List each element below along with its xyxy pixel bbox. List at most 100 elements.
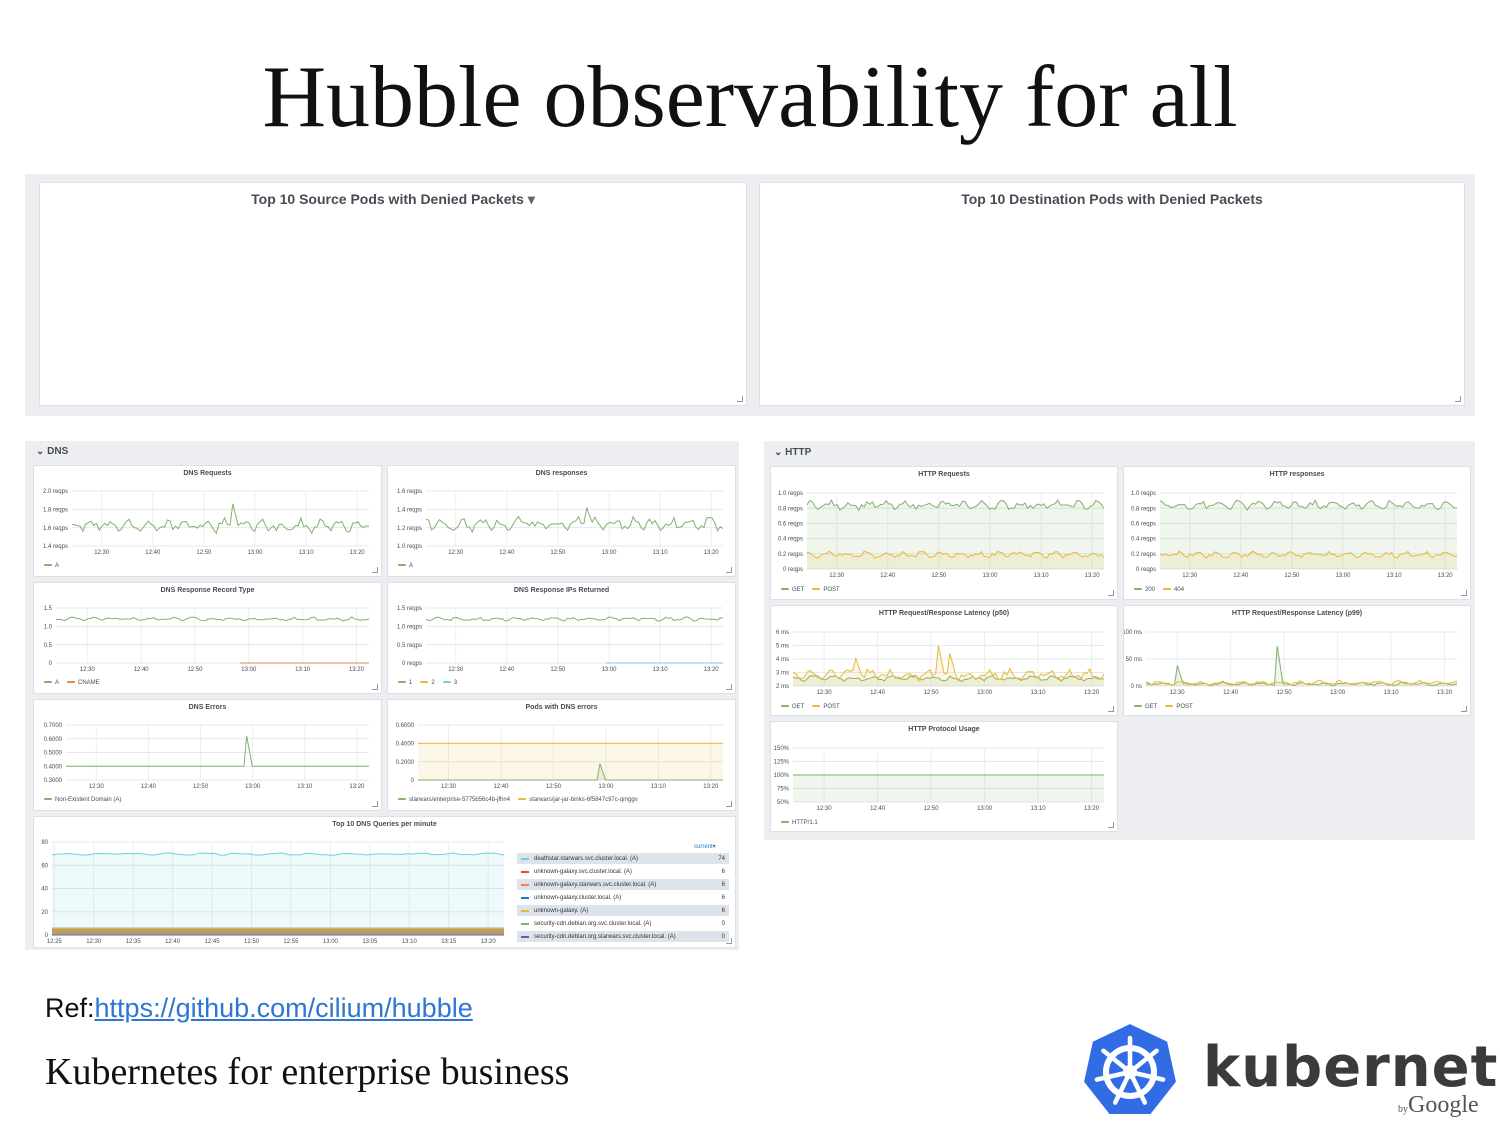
legend-label: POST bbox=[1176, 704, 1193, 710]
http-section-header[interactable]: ⌄ HTTP bbox=[774, 447, 812, 458]
legend-label: 2 bbox=[431, 680, 435, 686]
panel-dns-record-type: DNS Response Record Type 0 0.5 1.0 1.5 12:30 1… bbox=[33, 582, 382, 694]
resize-handle[interactable] bbox=[1455, 396, 1461, 402]
chart-title: DNS Response IPs Returned bbox=[513, 587, 610, 594]
legend-item[interactable]: starwars/enterprise-5775b56c4b-jfhn4 bbox=[398, 795, 510, 805]
chart-title[interactable]: Top 10 Source Pods with Denied Packets ▾ bbox=[251, 191, 535, 207]
kubernetes-helm-icon bbox=[1081, 1021, 1179, 1116]
x-tick-label: 13:20 bbox=[1438, 573, 1454, 579]
legend-row[interactable]: unknown-galaxy.svc.cluster.local. (A) 6 bbox=[517, 866, 729, 877]
legend-swatch bbox=[67, 681, 76, 684]
resize-handle[interactable] bbox=[1108, 706, 1114, 712]
y-tick-label: 1.5 bbox=[44, 606, 53, 612]
y-tick-label: 4 ms bbox=[776, 657, 789, 663]
legend-value: 0 bbox=[721, 933, 725, 940]
x-tick-label: 12:30 bbox=[1170, 690, 1186, 696]
resize-handle[interactable] bbox=[372, 567, 378, 573]
legend-item[interactable]: CNAME bbox=[67, 678, 100, 688]
resize-handle[interactable] bbox=[372, 801, 378, 807]
legend-item[interactable]: A bbox=[44, 678, 59, 688]
resize-handle[interactable] bbox=[1461, 590, 1467, 596]
legend-item[interactable]: GET bbox=[781, 702, 804, 712]
x-tick-label: 12:40 bbox=[1233, 573, 1249, 579]
y-tick-label: 6 ms bbox=[776, 630, 789, 636]
x-tick-label: 12:40 bbox=[145, 550, 161, 556]
legend-label: starwars/jar-jar-binks-6f5847c97c-qmggv bbox=[529, 797, 638, 803]
legend-item[interactable]: POST bbox=[812, 702, 840, 712]
resize-handle[interactable] bbox=[1461, 706, 1467, 712]
x-tick-label: 13:10 bbox=[299, 550, 315, 556]
resize-handle[interactable] bbox=[726, 567, 732, 573]
legend-row[interactable]: security-cdn.debian.org.starwars.svc.clu… bbox=[517, 931, 729, 942]
slide-title: Hubble observability for all bbox=[262, 49, 1238, 146]
resize-handle[interactable] bbox=[372, 684, 378, 690]
resize-handle[interactable] bbox=[726, 938, 732, 944]
chart-legend: GET POST bbox=[781, 702, 1099, 712]
x-tick-label: 12:50 bbox=[924, 690, 940, 696]
y-tick-label: 0 bbox=[49, 661, 53, 667]
legend-row[interactable]: security-cdn.debian.org.svc.cluster.loca… bbox=[517, 918, 729, 929]
legend-swatch bbox=[812, 588, 821, 591]
legend-item[interactable]: 200 bbox=[1134, 585, 1155, 595]
series-line bbox=[425, 616, 724, 622]
x-tick-label: 13:00 bbox=[241, 667, 257, 673]
reference-line: Ref:https://github.com/cilium/hubble bbox=[45, 993, 473, 1024]
x-tick-label: 12:35 bbox=[126, 939, 142, 945]
chevron-down-icon[interactable]: ▾ bbox=[523, 191, 535, 207]
legend-row[interactable]: unknown-galaxy. (A) 6 bbox=[517, 905, 729, 916]
resize-handle[interactable] bbox=[726, 684, 732, 690]
y-tick-label: 0 ns bbox=[1131, 684, 1142, 690]
y-tick-label: 40 bbox=[41, 887, 48, 893]
x-tick-label: 13:20 bbox=[704, 667, 720, 673]
resize-handle[interactable] bbox=[1108, 590, 1114, 596]
legend-item[interactable]: 3 bbox=[442, 678, 457, 688]
legend-swatch bbox=[521, 870, 529, 873]
legend-item[interactable]: GET bbox=[781, 585, 804, 595]
series-area bbox=[1146, 645, 1457, 686]
chart-legend: 1 2 3 bbox=[398, 678, 717, 688]
legend-item[interactable]: Non-Existent Domain (A) bbox=[44, 795, 121, 805]
hubble-link[interactable]: https://github.com/cilium/hubble bbox=[94, 993, 473, 1023]
legend-item[interactable]: 2 bbox=[420, 678, 435, 688]
resize-handle[interactable] bbox=[1108, 822, 1114, 828]
legend-item[interactable]: A bbox=[398, 561, 413, 571]
x-tick-label: 12:30 bbox=[448, 667, 464, 673]
legend-row[interactable]: unknown-galaxy.starwars.svc.cluster.loca… bbox=[517, 879, 729, 890]
resize-handle[interactable] bbox=[726, 801, 732, 807]
x-tick-label: 12:45 bbox=[205, 939, 221, 945]
legend-value: 6 bbox=[721, 881, 725, 888]
series-line bbox=[1145, 679, 1458, 686]
legend-row[interactable]: unknown-galaxy.cluster.local. (A) 6 bbox=[517, 892, 729, 903]
series-line bbox=[1145, 645, 1458, 687]
legend-item[interactable]: POST bbox=[1165, 702, 1193, 712]
y-tick-label: 1.0 bbox=[44, 624, 53, 630]
legend-item[interactable]: 1 bbox=[398, 678, 412, 688]
x-tick-label: 13:20 bbox=[350, 550, 366, 556]
http-section-label: HTTP bbox=[785, 447, 812, 458]
x-tick-label: 12:30 bbox=[817, 690, 833, 696]
y-tick-label: 1.4 reqps bbox=[43, 544, 68, 550]
y-tick-label: 1.6 reqps bbox=[397, 489, 422, 495]
legend-row[interactable]: deathstar.starwars.svc.cluster.local. (A… bbox=[517, 853, 729, 864]
x-tick-label: 13:00 bbox=[977, 806, 993, 812]
legend-header[interactable]: current▾ bbox=[694, 844, 716, 850]
chart-title: HTTP Requests bbox=[918, 471, 970, 478]
ref-prefix: Ref: bbox=[45, 993, 95, 1023]
legend-item[interactable]: HTTP/1.1 bbox=[781, 818, 818, 828]
legend-item[interactable]: 404 bbox=[1163, 585, 1184, 595]
legend-item[interactable]: GET bbox=[1134, 702, 1157, 712]
dns-section-header[interactable]: ⌄ DNS bbox=[36, 446, 69, 457]
legend-item[interactable]: starwars/jar-jar-binks-6f5847c97c-qmggv bbox=[518, 795, 638, 805]
chart-svg: 2 ms 3 ms 4 ms 5 ms 6 ms 12:30 12:40 12:50 13:00… bbox=[776, 630, 1105, 696]
x-tick-label: 13:00 bbox=[245, 784, 261, 790]
legend-item[interactable]: A bbox=[44, 561, 59, 571]
y-tick-label: 1.0 reqps bbox=[397, 624, 422, 630]
resize-handle[interactable] bbox=[737, 396, 743, 402]
chart-title: DNS responses bbox=[535, 470, 588, 477]
legend-item[interactable]: POST bbox=[812, 585, 840, 595]
chart-title: DNS Errors bbox=[188, 704, 227, 711]
x-tick-label: 12:30 bbox=[80, 667, 96, 673]
legend-label: security-cdn.debian.org.starwars.svc.clu… bbox=[534, 933, 676, 940]
x-tick-label: 13:20 bbox=[704, 550, 720, 556]
x-tick-label: 12:40 bbox=[134, 667, 150, 673]
